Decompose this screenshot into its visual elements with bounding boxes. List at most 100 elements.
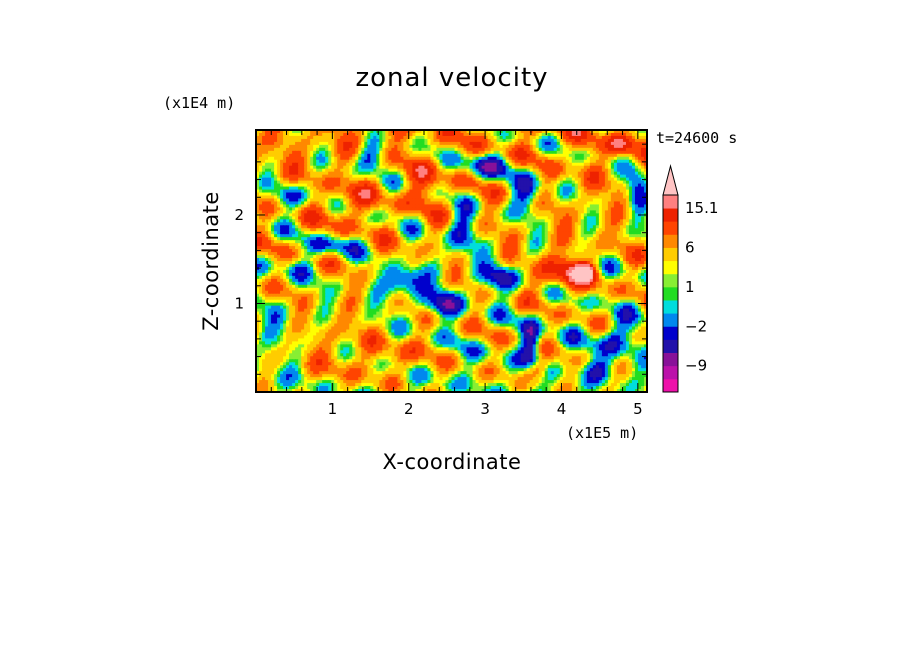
field-cell	[400, 168, 404, 173]
field-cell	[367, 195, 371, 200]
field-cell	[547, 213, 552, 217]
field-cell	[304, 135, 308, 140]
field-cell	[466, 198, 471, 203]
field-cell	[262, 138, 266, 143]
field-cell	[448, 153, 453, 158]
field-cell	[493, 171, 498, 176]
field-cell	[538, 162, 543, 167]
field-cell	[283, 207, 287, 211]
field-cell	[472, 183, 477, 188]
field-cell	[361, 210, 365, 214]
field-cell	[256, 165, 260, 170]
field-cell	[364, 222, 368, 226]
field-cell	[415, 138, 420, 143]
field-cell	[529, 150, 534, 155]
field-cell	[532, 177, 537, 182]
field-cell	[268, 150, 272, 155]
field-cell	[529, 165, 534, 170]
field-cell	[556, 130, 561, 134]
field-cell	[268, 141, 272, 146]
field-cell	[358, 186, 362, 191]
field-cell	[358, 201, 362, 206]
field-cell	[640, 180, 645, 185]
field-cell	[319, 192, 323, 197]
field-cell	[382, 135, 386, 140]
field-cell	[397, 198, 401, 203]
field-cell	[607, 180, 612, 185]
field-cell	[283, 189, 287, 194]
field-cell	[523, 222, 528, 226]
field-cell	[634, 213, 639, 217]
field-cell	[475, 130, 480, 134]
field-cell	[493, 153, 498, 158]
field-cell	[295, 225, 299, 229]
field-cell	[601, 150, 606, 155]
field-cell	[619, 144, 624, 149]
field-cell	[259, 150, 263, 155]
field-cell	[451, 138, 456, 143]
field-cell	[367, 219, 371, 223]
field-cell	[520, 177, 525, 182]
field-cell	[256, 204, 260, 209]
field-cell	[463, 225, 468, 229]
field-cell	[460, 130, 465, 134]
field-cell	[379, 180, 383, 185]
field-cell	[643, 171, 647, 176]
field-cell	[277, 198, 281, 203]
field-cell	[415, 132, 420, 137]
field-cell	[481, 228, 486, 232]
field-cell	[283, 165, 287, 170]
field-cell	[577, 135, 582, 140]
field-cell	[643, 222, 647, 226]
field-cell	[427, 159, 432, 164]
field-cell	[313, 141, 317, 146]
field-cell	[316, 150, 320, 155]
field-cell	[460, 180, 465, 185]
field-cell	[559, 174, 564, 179]
field-cell	[538, 201, 543, 206]
field-cell	[631, 138, 636, 143]
field-cell	[610, 219, 615, 223]
field-cell	[562, 174, 567, 179]
field-cell	[391, 195, 395, 200]
field-cell	[409, 195, 413, 200]
field-cell	[316, 207, 320, 211]
field-cell	[364, 159, 368, 164]
field-cell	[412, 219, 417, 223]
field-cell	[295, 130, 299, 134]
field-cell	[628, 132, 633, 137]
field-cell	[511, 219, 516, 223]
field-cell	[475, 216, 480, 220]
field-cell	[436, 147, 441, 152]
field-cell	[547, 162, 552, 167]
field-cell	[508, 171, 513, 176]
field-cell	[388, 198, 392, 203]
field-cell	[271, 216, 275, 220]
field-cell	[412, 192, 417, 197]
field-cell	[577, 192, 582, 197]
field-cell	[406, 162, 410, 167]
field-cell	[436, 177, 441, 182]
field-cell	[415, 201, 420, 206]
field-cell	[451, 135, 456, 140]
field-cell	[262, 153, 266, 158]
field-cell	[376, 153, 380, 158]
field-cell	[403, 156, 407, 161]
field-cell	[442, 207, 447, 211]
field-cell	[535, 150, 540, 155]
field-cell	[400, 156, 404, 161]
field-cell	[505, 186, 510, 191]
field-cell	[358, 183, 362, 188]
field-cell	[265, 222, 269, 226]
field-cell	[484, 168, 489, 173]
field-cell	[454, 195, 459, 200]
field-cell	[484, 174, 489, 179]
field-cell	[619, 195, 624, 200]
field-cell	[379, 135, 383, 140]
field-cell	[577, 231, 582, 235]
field-cell	[631, 162, 636, 167]
field-cell	[637, 198, 642, 203]
field-cell	[370, 201, 374, 206]
field-cell	[514, 219, 519, 223]
field-cell	[613, 189, 618, 194]
